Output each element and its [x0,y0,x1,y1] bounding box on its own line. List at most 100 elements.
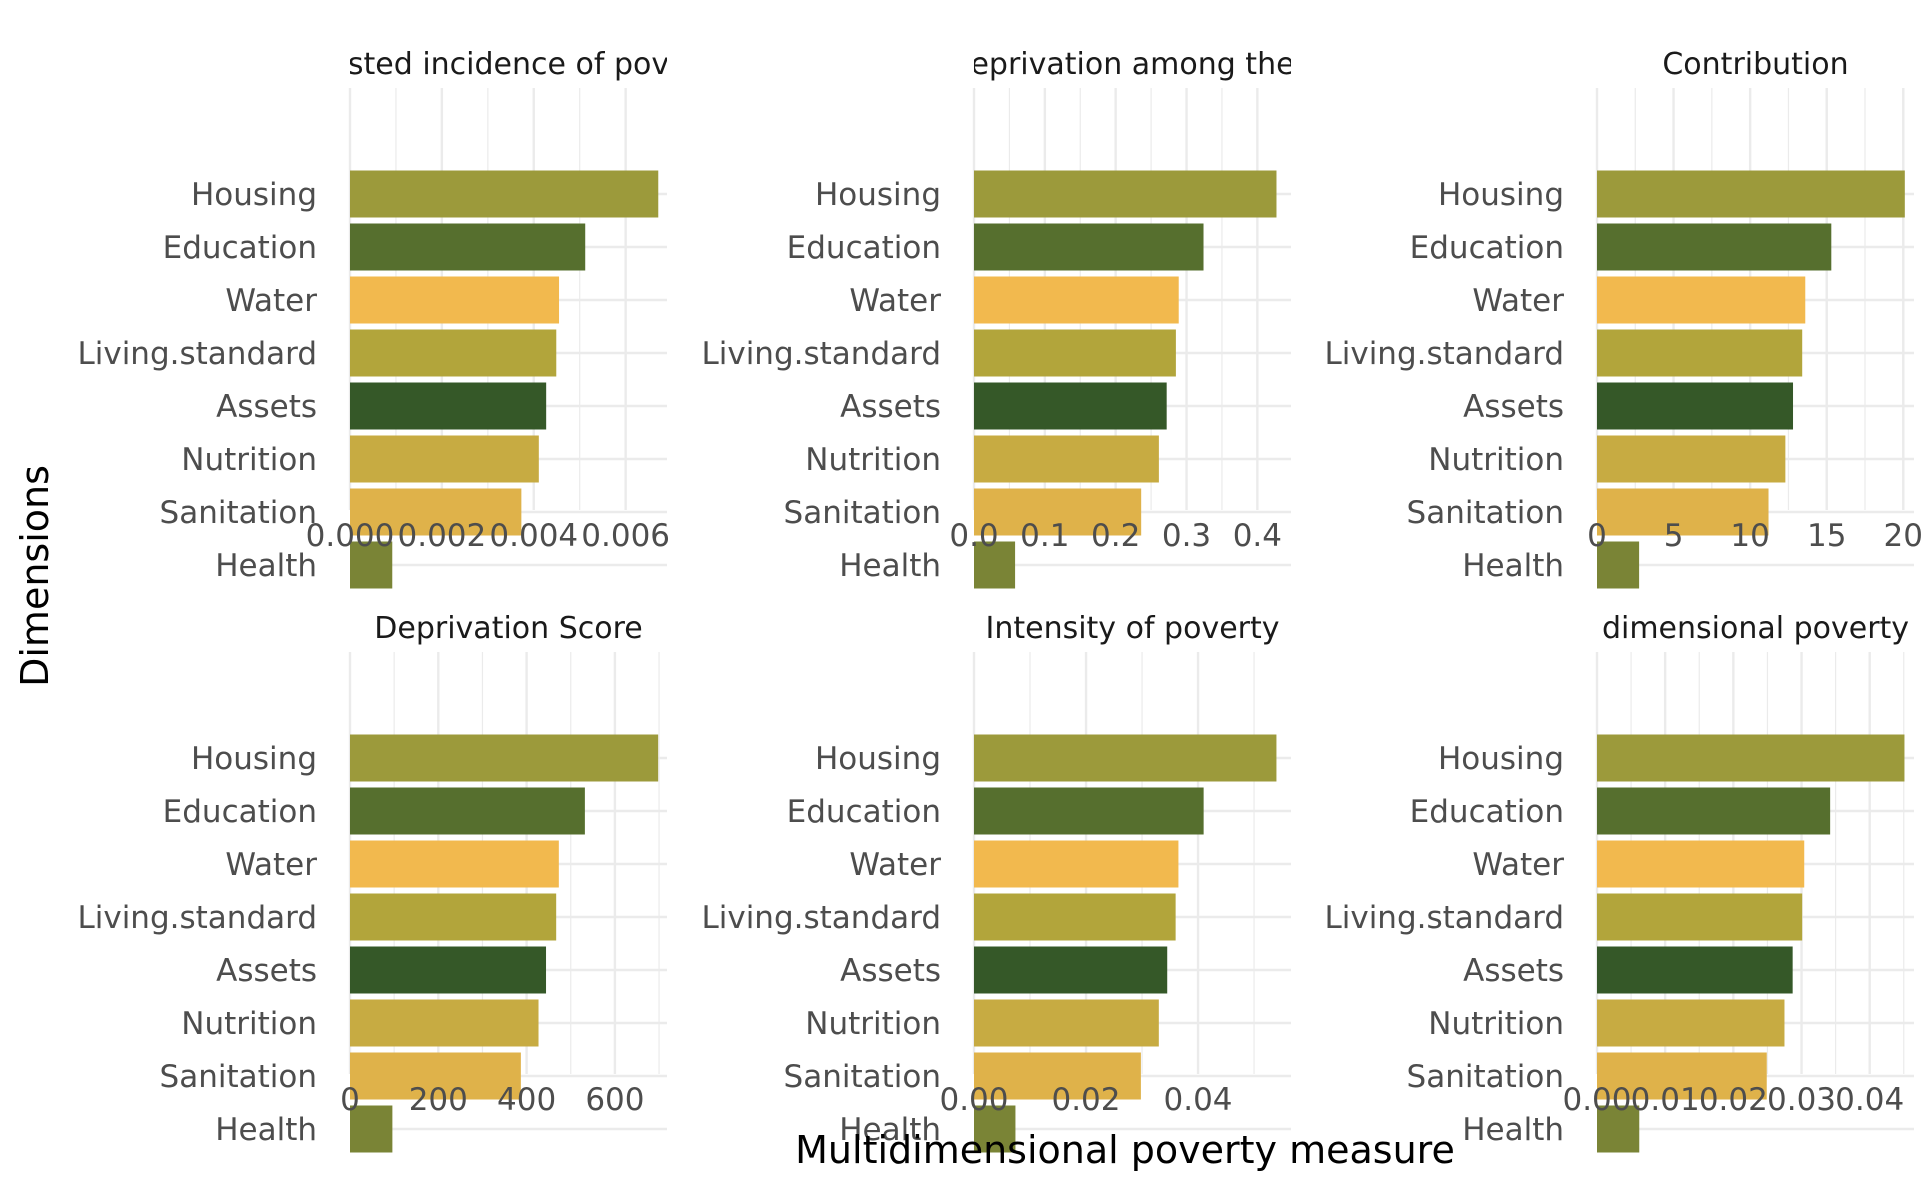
category-label: Education [787,230,941,266]
category-label: Sanitation [784,495,941,531]
panel-4: Housing Education Water Living.standard Asse… [77,611,667,1153]
x-tick-label: 0 [340,1082,360,1118]
category-label: Assets [216,953,317,989]
x-tick-label: 15 [1807,518,1846,554]
category-label: Water [225,847,317,883]
category-label: Assets [840,953,941,989]
bar-education [974,223,1204,271]
bar-sanitation [350,1052,521,1100]
category-label: Sanitation [1407,495,1564,531]
panel-title: Intensity of poverty [985,611,1279,646]
category-label: Housing [815,177,941,213]
bar-assets [1597,382,1794,430]
category-label: Living.standard [77,900,317,936]
bar-assets [350,382,547,430]
category-label: Assets [1463,389,1564,425]
category-label: Education [787,794,941,830]
category-label: Nutrition [181,442,317,478]
bar-health [974,541,1016,589]
x-tick-label: 0.2 [1091,518,1140,554]
category-label: Health [1462,548,1564,584]
x-tick-label: 0.006 [581,518,670,554]
bar-assets [974,946,1168,994]
panel-title: sted incidence of pov [348,47,669,82]
bar-housing [350,734,659,782]
bar-housing [974,734,1277,782]
category-label: Sanitation [1407,1059,1564,1095]
bar-housing [1597,734,1905,782]
bar-water [1597,276,1806,324]
x-tick-label: 600 [585,1082,644,1118]
category-label: Education [163,794,317,830]
bar-sanitation [974,1052,1141,1100]
x-tick-label: 0.002 [398,518,487,554]
category-label: Water [1472,847,1564,883]
panel-title: eprivation among the [970,47,1294,82]
category-label: Nutrition [805,442,941,478]
bar-sanitation [974,488,1142,536]
category-label: Water [1472,283,1564,319]
bar-sanitation [1597,488,1769,536]
category-label: Health [1462,1112,1564,1148]
bar-nutrition [350,999,539,1047]
panel-title: Contribution [1662,47,1848,82]
category-label: Nutrition [1428,1006,1564,1042]
bar-nutrition [974,999,1159,1047]
category-label: Health [839,1112,941,1148]
x-tick-label: 20 [1884,518,1923,554]
panel-title: Deprivation Score [374,611,642,646]
bar-health [350,541,393,589]
bar-nutrition [1597,435,1786,483]
panel-2: Housing Education Water Living.standard Asse… [701,47,1294,589]
bar-nutrition [350,435,539,483]
category-label: Living.standard [77,336,317,372]
category-label: Housing [191,741,317,777]
category-label: Assets [1463,953,1564,989]
bar-sanitation [350,488,522,536]
x-tick-label: 400 [497,1082,556,1118]
category-label: Nutrition [1428,442,1564,478]
y-axis-title: Dimensions [13,465,57,687]
bar-health [1597,1105,1640,1153]
category-label: Sanitation [784,1059,941,1095]
x-tick-label: 0.04 [1164,1082,1233,1118]
x-axis-title: Multidimensional poverty measure [795,1128,1455,1172]
category-label: Health [839,548,941,584]
category-label: Sanitation [160,495,317,531]
x-tick-label: 5 [1664,518,1684,554]
bar-education [974,787,1204,835]
x-tick-label: 0.3 [1162,518,1211,554]
bar-education [350,223,586,271]
category-label: Nutrition [181,1006,317,1042]
x-tick-label: 0.4 [1233,518,1282,554]
bar-water [974,276,1179,324]
panel-title: dimensional poverty [1602,611,1909,646]
category-label: Housing [815,741,941,777]
category-label: Water [225,283,317,319]
bar-water [350,840,559,888]
x-tick-label: 0.02 [1051,1082,1120,1118]
x-tick-label: 0.000 [306,518,395,554]
x-tick-label: 0.02 [1699,1082,1768,1118]
category-label: Education [163,230,317,266]
x-tick-label: 0.03 [1767,1082,1836,1118]
bar-assets [350,946,547,994]
bar-nutrition [974,435,1159,483]
category-label: Water [849,283,941,319]
x-tick-label: 200 [409,1082,468,1118]
panel-3: Housing Education Water Living.standard Asse… [1324,47,1923,589]
category-label: Housing [191,177,317,213]
category-label: Health [215,548,317,584]
bar-water [350,276,560,324]
bar-housing [974,170,1277,218]
category-label: Living.standard [701,900,941,936]
x-tick-label: 0.01 [1631,1082,1700,1118]
category-label: Education [1410,794,1564,830]
x-tick-label: 0.1 [1020,518,1069,554]
bar-assets [1597,946,1793,994]
x-tick-label: 0 [1587,518,1607,554]
chart-panels: Housing Education Water Living.standard Asse… [77,47,1923,1153]
panel-6: Housing Education Water Living.standard Asse… [1324,611,1914,1153]
category-label: Living.standard [1324,900,1564,936]
